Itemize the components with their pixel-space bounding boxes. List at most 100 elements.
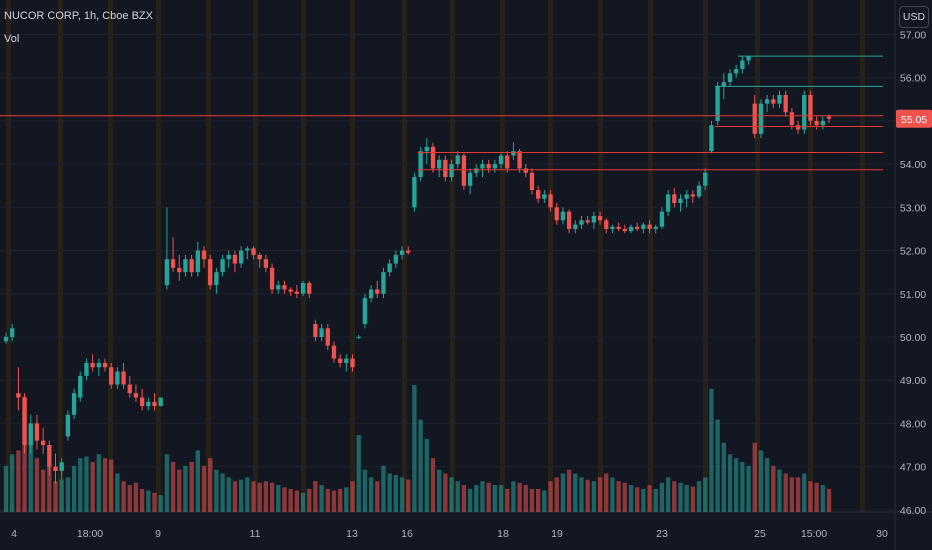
candle-body[interactable] <box>783 94 788 113</box>
candle-body[interactable] <box>542 194 547 199</box>
candle-body[interactable] <box>443 159 448 178</box>
candle-body[interactable] <box>740 60 745 70</box>
candle-body[interactable] <box>430 146 436 169</box>
candle-body[interactable] <box>65 414 71 437</box>
candle-body[interactable] <box>566 211 572 229</box>
candle-body[interactable] <box>474 168 479 173</box>
candle-body[interactable] <box>387 263 392 273</box>
candle-body[interactable] <box>109 367 114 385</box>
candle-body[interactable] <box>529 172 535 191</box>
candle-body[interactable] <box>195 250 200 273</box>
candle-body[interactable] <box>146 401 151 407</box>
candle-body[interactable] <box>170 259 176 268</box>
candle-body[interactable] <box>133 393 139 398</box>
candle-body[interactable] <box>764 99 770 104</box>
candle-body[interactable] <box>282 285 287 290</box>
candle-body[interactable] <box>424 146 429 152</box>
candle-body[interactable] <box>220 259 225 273</box>
candle-body[interactable] <box>22 397 27 446</box>
candle-body[interactable] <box>59 462 64 471</box>
currency-button[interactable]: USD <box>899 6 929 28</box>
candle-body[interactable] <box>449 164 454 178</box>
candle-body[interactable] <box>158 397 163 407</box>
candle-body[interactable] <box>368 289 374 299</box>
candle-body[interactable] <box>597 215 603 221</box>
candle-body[interactable] <box>28 423 33 446</box>
candle-body[interactable] <box>610 226 615 229</box>
candle-body[interactable] <box>826 116 832 119</box>
candle-body[interactable] <box>814 120 819 126</box>
candle-body[interactable] <box>90 362 95 368</box>
candle-body[interactable] <box>288 289 293 292</box>
candle-body[interactable] <box>139 397 145 407</box>
candle-body[interactable] <box>307 282 312 294</box>
candle-body[interactable] <box>647 224 652 229</box>
candle-body[interactable] <box>480 164 485 169</box>
candle-body[interactable] <box>269 267 275 290</box>
candle-body[interactable] <box>604 220 609 229</box>
candle-body[interactable] <box>232 254 238 264</box>
candle-body[interactable] <box>802 94 807 130</box>
candle-body[interactable] <box>709 125 714 152</box>
candle-body[interactable] <box>703 172 708 186</box>
candle-body[interactable] <box>616 226 621 229</box>
candle-body[interactable] <box>777 94 782 104</box>
candle-body[interactable] <box>696 185 702 197</box>
candle-body[interactable] <box>164 259 170 286</box>
candle-body[interactable] <box>257 254 262 260</box>
candle-body[interactable] <box>319 328 324 337</box>
candle-body[interactable] <box>690 194 696 197</box>
candle-body[interactable] <box>672 194 677 204</box>
candle-body[interactable] <box>201 250 207 260</box>
candle-body[interactable] <box>795 125 801 130</box>
candle-body[interactable] <box>331 345 337 359</box>
candle-body[interactable] <box>152 401 157 407</box>
candle-body[interactable] <box>177 267 182 273</box>
candle-body[interactable] <box>127 384 132 394</box>
candle-body[interactable] <box>734 69 739 74</box>
candle-body[interactable] <box>78 375 83 398</box>
candle-body[interactable] <box>294 291 300 294</box>
candle-body[interactable] <box>560 211 566 221</box>
candle-body[interactable] <box>585 220 590 223</box>
candle-body[interactable] <box>337 358 343 363</box>
candle-body[interactable] <box>84 362 89 376</box>
candle-body[interactable] <box>102 362 108 368</box>
candle-body[interactable] <box>789 112 795 126</box>
candle-body[interactable] <box>455 155 460 165</box>
candle-body[interactable] <box>412 177 417 208</box>
candle-body[interactable] <box>721 82 726 87</box>
candle-body[interactable] <box>350 358 355 368</box>
candle-body[interactable] <box>820 120 825 126</box>
candle-body[interactable] <box>362 298 368 325</box>
candle-body[interactable] <box>276 285 281 290</box>
candle-body[interactable] <box>635 226 640 229</box>
candle-body[interactable] <box>251 248 256 255</box>
candle-body[interactable] <box>517 151 522 169</box>
candle-body[interactable] <box>653 226 658 229</box>
candle-body[interactable] <box>399 250 405 255</box>
candle-body[interactable] <box>498 155 504 165</box>
candle-body[interactable] <box>238 250 244 264</box>
candle-body[interactable] <box>511 151 516 156</box>
candle-body[interactable] <box>758 103 764 134</box>
candle-body[interactable] <box>684 194 689 199</box>
candle-body[interactable] <box>40 440 46 446</box>
candle-body[interactable] <box>381 272 386 294</box>
candle-body[interactable] <box>622 228 627 232</box>
candle-body[interactable] <box>505 155 510 169</box>
candle-body[interactable] <box>418 151 423 178</box>
candle-body[interactable] <box>715 86 720 121</box>
candle-body[interactable] <box>325 328 330 346</box>
candle-body[interactable] <box>467 172 473 186</box>
candle-body[interactable] <box>535 190 541 199</box>
candle-body[interactable] <box>591 215 597 223</box>
candle-body[interactable] <box>226 254 231 260</box>
candle-body[interactable] <box>523 168 528 173</box>
candle-body[interactable] <box>548 194 553 208</box>
candle-body[interactable] <box>641 224 646 229</box>
candle-body[interactable] <box>579 220 584 225</box>
candle-body[interactable] <box>245 248 250 251</box>
candle-body[interactable] <box>492 164 498 169</box>
